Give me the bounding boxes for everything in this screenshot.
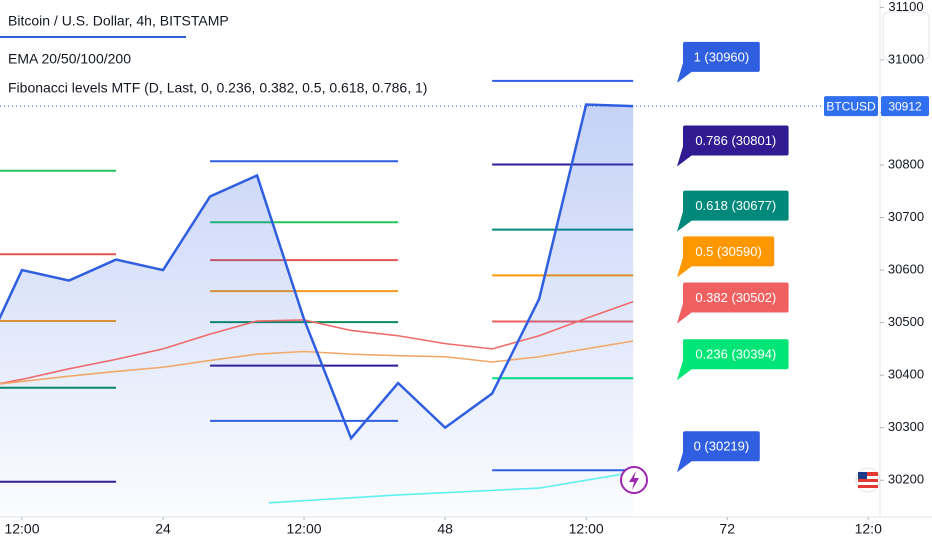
y-tick-label: 31100 (888, 0, 923, 14)
price-tag (881, 96, 929, 117)
y-tick-label: 30300 (888, 419, 924, 434)
fib-label: 0 (30219) (694, 439, 750, 454)
flag-icon[interactable] (855, 467, 881, 493)
fib-label: 1 (30960) (694, 49, 750, 64)
fib-label-box (683, 41, 760, 72)
indicator-label: Fibonacci levels MTF (D, Last, 0, 0.236,… (8, 80, 427, 96)
fib-label-box (683, 236, 775, 267)
fib-label: 0.618 (30677) (695, 198, 776, 213)
chart-title: Bitcoin / U.S. Dollar, 4h, BITSTAMP (8, 13, 229, 29)
symbol-label: BTCUSD (826, 99, 876, 113)
x-tick-label: 12:00 (4, 521, 39, 537)
y-tick-label: 30400 (888, 367, 924, 382)
fib-label-box (683, 431, 760, 462)
fib-label-box (683, 282, 789, 313)
fib-label: 0.5 (30590) (695, 244, 762, 259)
price-area (0, 104, 634, 517)
x-tick-label: 12:00 (569, 521, 604, 537)
x-tick-label: 12:00 (287, 521, 322, 537)
y-tick-label: 30600 (888, 261, 924, 276)
symbol-tag (824, 96, 878, 117)
scale-button[interactable] (882, 11, 930, 61)
fib-label: 0.382 (30502) (695, 290, 776, 305)
fib-label: 0.236 (30394) (695, 347, 776, 362)
indicator-label: EMA 20/50/100/200 (8, 51, 131, 67)
y-tick-label: 30500 (888, 314, 924, 329)
x-tick-label: 48 (437, 521, 453, 537)
y-tick-label: 30800 (888, 156, 924, 171)
y-tick-label: 30700 (888, 209, 924, 224)
y-tick-label: 31000 (888, 51, 924, 66)
ema-line (268, 471, 634, 504)
fib-label-box (683, 339, 789, 370)
fib-label-box (683, 125, 789, 156)
y-tick-label: 30200 (888, 472, 924, 487)
fib-label: 0.786 (30801) (695, 133, 776, 148)
x-tick-label: 12:0 (855, 521, 882, 537)
plot-area (0, 79, 634, 517)
price-label: 30912 (888, 99, 922, 113)
lightning-icon[interactable] (620, 466, 648, 494)
fib-label-box (683, 190, 789, 221)
price-line (0, 103, 634, 441)
x-tick-label: 72 (719, 521, 735, 537)
x-tick-label: 24 (155, 521, 171, 537)
ema-line (0, 340, 634, 385)
